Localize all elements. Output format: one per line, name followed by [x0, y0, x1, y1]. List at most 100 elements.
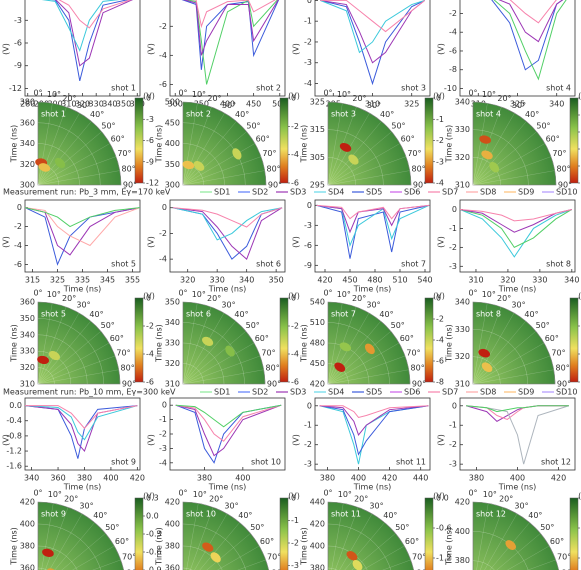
legend-label: SD8 [480, 388, 496, 397]
colorbar-tick-label: 0.0 [146, 512, 159, 521]
y-tick-label: -4 [159, 255, 167, 264]
colorbar-label: (V) [433, 292, 445, 301]
grid-spoke [327, 355, 406, 385]
y-axis-label: (V) [147, 43, 156, 55]
angle-label: 40° [383, 511, 397, 520]
angle-label: 60° [401, 135, 415, 144]
y-tick-label: 340 [455, 298, 470, 307]
grid-arc [327, 567, 338, 570]
angle-label: 60° [545, 334, 559, 343]
colorbar-label: (V) [288, 492, 300, 501]
angle-label: 50° [391, 121, 405, 130]
y-tick-label: -2 [159, 229, 167, 238]
grid-spoke [49, 513, 83, 570]
colorbar-label: (V) [143, 292, 155, 301]
hot-spot [481, 150, 493, 160]
y-tick-label: -2 [159, 22, 167, 31]
colorbar [279, 297, 289, 383]
y-tick-label: 500 [165, 98, 180, 107]
panel-label: shot 9 [41, 510, 66, 519]
x-tick-label: 335 [75, 276, 90, 285]
colorbar-tick-label: -2 [436, 136, 444, 145]
colorbar-tick-label: 0 [291, 294, 296, 303]
y-tick-label: 400 [20, 520, 35, 529]
grid-arc [327, 157, 356, 186]
angle-label: 50° [391, 321, 405, 330]
grid-spoke [37, 131, 102, 186]
angle-label: 20° [207, 294, 221, 303]
x-tick-label: 330 [89, 100, 104, 109]
x-tick-label: 480 [367, 276, 382, 285]
colorbar-tick-label: -6 [436, 357, 444, 366]
y-axis-label: Time (ns) [10, 125, 19, 164]
grid-arc [37, 318, 104, 385]
grid-spoke [472, 106, 502, 186]
colorbar-label: (V) [143, 492, 155, 501]
colorbar-tick-label: -2 [291, 539, 299, 548]
x-tick-label: 420 [551, 474, 566, 483]
x-tick-label: 320 [75, 100, 90, 109]
series-line [175, 404, 282, 442]
series-line [185, 0, 278, 85]
y-tick-label: -1 [449, 224, 457, 233]
angle-label: 40° [90, 110, 104, 119]
angle-label: 0° [468, 289, 477, 298]
y-tick-label: 540 [310, 298, 325, 307]
angle-label: 50° [105, 523, 119, 532]
series-line [25, 405, 138, 430]
angle-label: 10° [48, 490, 62, 499]
y-tick-label: 310 [455, 181, 470, 190]
grid-arc [37, 523, 102, 570]
y-tick-label: -9 [304, 261, 312, 270]
angle-label: 90° [557, 380, 571, 389]
angle-label: 10° [482, 90, 496, 99]
legend-label: SD7 [442, 388, 458, 397]
angle-label: 40° [93, 511, 107, 520]
angle-label: 10° [483, 490, 497, 499]
x-tick-label: 340 [24, 474, 39, 483]
series-line [25, 207, 140, 247]
grid-spoke [484, 513, 518, 570]
grid-spoke [472, 331, 536, 385]
colorbar-label: (V) [143, 92, 155, 101]
angle-label: 0° [323, 489, 332, 498]
y-tick-label: 450 [165, 118, 180, 127]
y-tick-label: 320 [20, 160, 35, 169]
x-tick-label: 440 [413, 474, 428, 483]
angle-label: 40° [528, 511, 542, 520]
colorbar [424, 297, 434, 383]
y-tick-label: 0 [17, 203, 22, 212]
series-line [175, 404, 282, 464]
x-axis-label: Time (ns) [353, 483, 392, 492]
y-tick-label: -3 [304, 221, 312, 230]
colorbar-tick-label: -0.3 [146, 530, 162, 539]
angle-label: 10° [337, 90, 351, 99]
grid-arc [327, 545, 368, 570]
grid-spoke [182, 143, 256, 186]
x-tick-label: 330 [210, 276, 225, 285]
colorbar-tick-label: -1 [291, 516, 299, 525]
angle-label: 20° [499, 494, 513, 503]
y-tick-label: -2 [449, 440, 457, 449]
grid-spoke [190, 507, 214, 570]
y-tick-label: 360 [20, 118, 35, 127]
y-tick-label: -2 [159, 430, 167, 439]
panel-label: shot 9 [111, 458, 136, 467]
x-axis-label: Time (ns) [208, 483, 247, 492]
grid-spoke [472, 342, 545, 385]
y-tick-label: -4 [159, 51, 167, 60]
y-tick-label: -2 [449, 9, 457, 18]
legend-label: SD2 [252, 388, 268, 397]
grid-arc [182, 322, 245, 385]
x-axis-label: Time (ns) [498, 483, 537, 492]
grid-spoke [472, 121, 527, 186]
y-tick-label: 400 [310, 542, 325, 551]
grid-spoke [182, 112, 225, 186]
grid-arc [182, 501, 269, 570]
y-tick-label: 0 [452, 401, 457, 410]
polar-wedge [37, 501, 124, 570]
grid-spoke [472, 103, 488, 186]
grid-spoke [37, 106, 67, 186]
x-tick-label: 325 [404, 100, 419, 109]
angle-label: 50° [536, 121, 550, 130]
